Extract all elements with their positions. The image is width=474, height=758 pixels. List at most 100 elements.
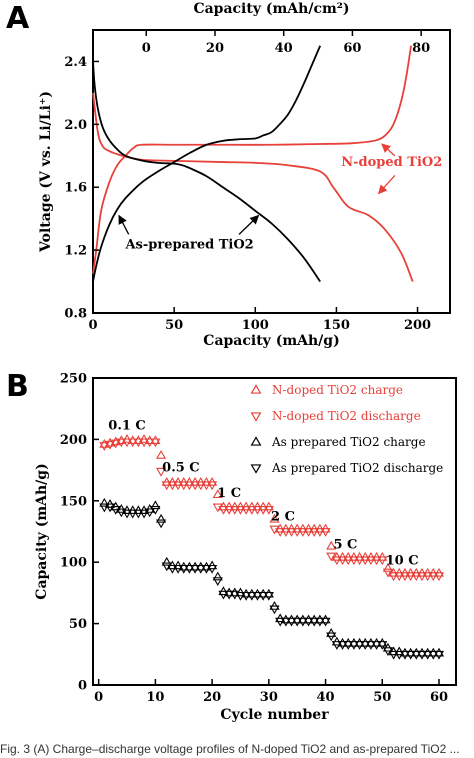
panel-a-ytick-label: 1.6 xyxy=(64,181,87,196)
data-point xyxy=(172,481,184,491)
data-point xyxy=(99,438,110,448)
as-prepared-discharge-curve xyxy=(92,61,321,283)
data-point xyxy=(320,528,331,537)
data-point xyxy=(138,509,150,519)
data-point xyxy=(224,590,235,600)
panel-a-ytick-label: 2.0 xyxy=(64,118,87,133)
panel-a-xtick-label: 0 xyxy=(88,318,97,333)
panel-b-ytick-label: 200 xyxy=(60,433,87,448)
panel-b-xtick-label: 10 xyxy=(146,690,164,705)
data-point xyxy=(201,481,212,491)
panel-b-xtick-label: 60 xyxy=(430,690,448,705)
data-point xyxy=(207,564,218,574)
data-point xyxy=(399,572,411,582)
data-point xyxy=(252,505,263,515)
data-point xyxy=(218,505,229,515)
panel-b-ytick-label: 150 xyxy=(60,494,87,509)
data-point xyxy=(155,513,167,523)
data-point xyxy=(258,591,269,601)
data-point xyxy=(161,481,172,491)
panel-b-ytick-label: 250 xyxy=(60,372,87,387)
data-point xyxy=(360,556,371,566)
data-point xyxy=(411,650,422,660)
panel-a-frame xyxy=(92,29,451,314)
data-point xyxy=(150,438,161,448)
panel-b-xlabel: Cycle number xyxy=(220,707,329,723)
data-point xyxy=(269,513,280,523)
data-point xyxy=(331,556,342,566)
panel-a-top-xtick-label: 20 xyxy=(206,41,224,56)
data-point xyxy=(207,481,218,491)
data-point xyxy=(331,641,342,650)
legend-marker xyxy=(250,384,262,394)
panel-a-label: A xyxy=(6,1,30,36)
data-point xyxy=(286,617,297,627)
as-prepared-arrow-right xyxy=(238,214,260,235)
legend-marker xyxy=(250,412,262,422)
data-point xyxy=(422,650,433,660)
data-point xyxy=(394,650,405,660)
data-point xyxy=(297,528,308,537)
data-point xyxy=(127,509,138,519)
data-point xyxy=(184,481,195,491)
data-point xyxy=(275,528,286,537)
data-point xyxy=(326,632,337,642)
data-point xyxy=(110,439,121,449)
data-point xyxy=(246,505,257,515)
data-point xyxy=(388,572,399,582)
data-point xyxy=(269,605,280,615)
data-point xyxy=(343,556,354,566)
data-point xyxy=(218,590,229,600)
data-point xyxy=(195,564,206,574)
data-point xyxy=(416,572,428,582)
panel-b-xtick-label: 0 xyxy=(94,690,103,705)
data-point xyxy=(241,505,252,515)
data-point xyxy=(229,505,240,515)
data-point xyxy=(388,650,399,660)
data-point xyxy=(433,572,445,582)
legend-label: N-doped TiO2 discharge xyxy=(272,409,421,423)
legend-marker xyxy=(250,436,262,446)
legend-label: As prepared TiO2 charge xyxy=(271,435,426,449)
annotation-as-prepared: As-prepared TiO2 xyxy=(124,238,253,253)
data-point xyxy=(241,591,252,601)
panel-b-legend: N-doped TiO2 charge N-doped TiO2 discharg… xyxy=(250,383,443,475)
panel-a-top-xlabel: Capacity (mAh/cm²) xyxy=(193,1,349,17)
data-point xyxy=(224,505,235,515)
data-point xyxy=(354,641,365,650)
data-point xyxy=(337,641,348,650)
panel-b-ytick-label: 50 xyxy=(69,617,87,632)
data-point xyxy=(382,562,394,572)
data-point xyxy=(212,571,223,581)
data-point xyxy=(371,641,382,650)
data-point xyxy=(348,556,359,566)
panel-a-ytick-label: 0.8 xyxy=(64,307,87,322)
data-point xyxy=(377,556,388,566)
data-point xyxy=(104,440,116,450)
rate-label: 5 C xyxy=(333,538,357,553)
panel-b-frame xyxy=(92,377,457,686)
data-point xyxy=(314,617,325,627)
data-point xyxy=(377,641,388,650)
data-point xyxy=(178,481,189,491)
data-point xyxy=(167,564,178,574)
data-point xyxy=(286,528,297,537)
data-point xyxy=(167,481,178,491)
data-point xyxy=(258,505,269,515)
rate-label: 0.5 C xyxy=(162,460,200,475)
rate-label: 2 C xyxy=(271,509,295,524)
data-point xyxy=(433,650,445,660)
data-point xyxy=(190,481,201,491)
data-point xyxy=(292,617,303,627)
data-point xyxy=(144,508,155,518)
panel-b-label: B xyxy=(6,369,29,404)
panel-a-xtick-label: 200 xyxy=(404,318,431,333)
data-point xyxy=(365,641,377,650)
data-point xyxy=(416,650,428,660)
legend-marker xyxy=(250,464,262,474)
data-point xyxy=(235,591,246,601)
data-point xyxy=(144,438,155,448)
figure-caption: Fig. 3 (A) Charge–discharge voltage prof… xyxy=(0,742,460,756)
data-point xyxy=(314,528,325,537)
data-point xyxy=(263,505,274,515)
